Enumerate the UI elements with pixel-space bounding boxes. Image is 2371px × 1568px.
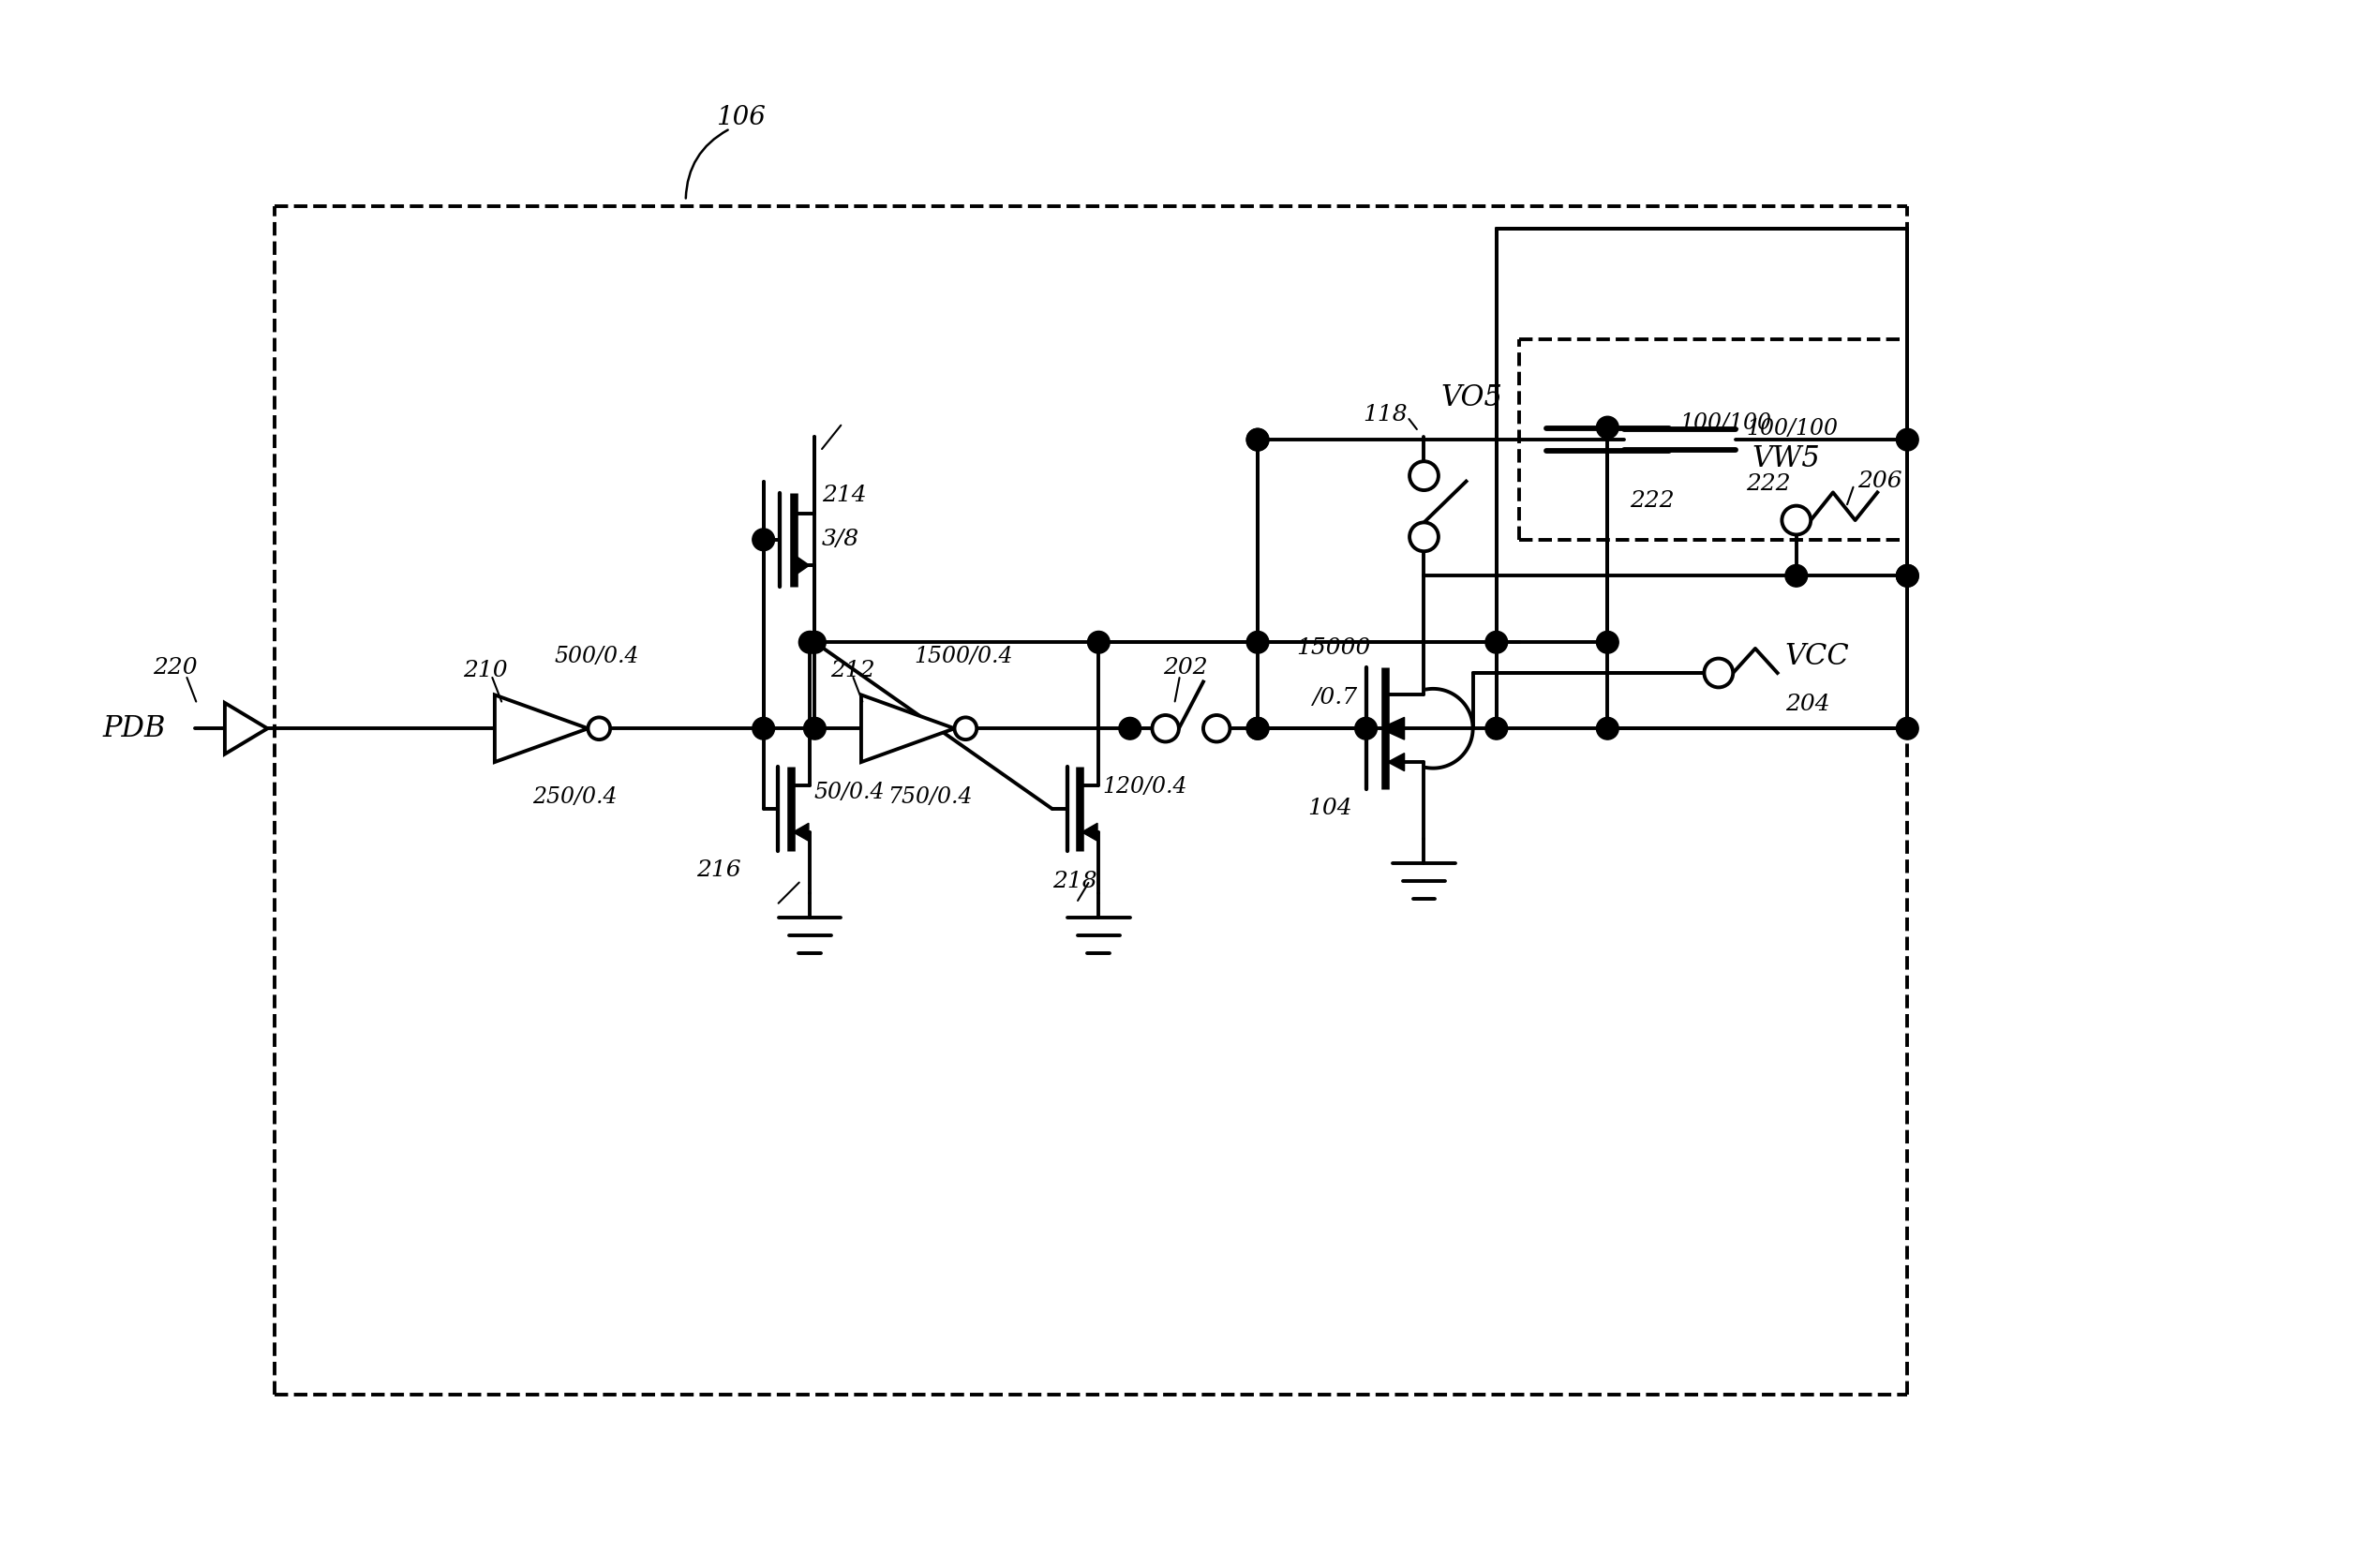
Circle shape	[1247, 428, 1268, 450]
Circle shape	[1596, 717, 1619, 740]
Circle shape	[1484, 717, 1508, 740]
Circle shape	[1705, 659, 1733, 687]
Circle shape	[799, 632, 820, 654]
Text: PDB: PDB	[102, 713, 166, 743]
Circle shape	[752, 528, 775, 550]
Circle shape	[1202, 715, 1231, 742]
Circle shape	[1783, 506, 1811, 535]
Circle shape	[804, 632, 825, 654]
Polygon shape	[225, 702, 268, 754]
Text: 50/0.4: 50/0.4	[813, 781, 884, 803]
Polygon shape	[794, 555, 809, 575]
Text: 500/0.4: 500/0.4	[555, 646, 640, 666]
Text: 750/0.4: 750/0.4	[887, 787, 972, 808]
Circle shape	[956, 717, 977, 740]
Circle shape	[588, 717, 609, 740]
Circle shape	[1897, 564, 1918, 586]
Circle shape	[1411, 461, 1439, 491]
Text: 202: 202	[1164, 657, 1207, 677]
Circle shape	[1484, 632, 1508, 654]
Text: 106: 106	[716, 105, 766, 130]
Circle shape	[1897, 564, 1918, 586]
Circle shape	[752, 717, 775, 740]
Polygon shape	[1387, 753, 1404, 771]
Text: 220: 220	[152, 657, 197, 677]
Text: 100/100: 100/100	[1747, 417, 1838, 439]
Text: 204: 204	[1785, 693, 1830, 715]
Polygon shape	[794, 823, 809, 840]
Text: VCC: VCC	[1785, 641, 1849, 671]
Circle shape	[1119, 717, 1140, 740]
Circle shape	[1596, 417, 1619, 439]
Text: 222: 222	[1629, 489, 1674, 511]
Text: 118: 118	[1363, 405, 1408, 425]
Text: VO5: VO5	[1442, 384, 1503, 412]
Polygon shape	[1380, 717, 1404, 740]
Circle shape	[1247, 428, 1268, 450]
Text: 100/100: 100/100	[1679, 412, 1771, 434]
Circle shape	[1354, 717, 1378, 740]
Text: 206: 206	[1856, 470, 1902, 492]
Circle shape	[1897, 428, 1918, 450]
Circle shape	[1152, 715, 1178, 742]
Polygon shape	[1081, 823, 1098, 840]
Text: 212: 212	[830, 660, 875, 682]
Text: 15000: 15000	[1297, 638, 1370, 659]
Circle shape	[1247, 717, 1268, 740]
Text: 210: 210	[462, 660, 507, 682]
Circle shape	[1247, 632, 1268, 654]
Text: 1500/0.4: 1500/0.4	[913, 646, 1012, 666]
Text: 216: 216	[697, 859, 742, 881]
Circle shape	[1596, 632, 1619, 654]
Circle shape	[1088, 632, 1110, 654]
Circle shape	[1247, 717, 1268, 740]
Polygon shape	[861, 695, 956, 762]
Circle shape	[804, 717, 825, 740]
Polygon shape	[496, 695, 588, 762]
Text: 214: 214	[823, 485, 865, 506]
Text: VW5: VW5	[1752, 445, 1821, 474]
Circle shape	[1785, 564, 1807, 586]
Circle shape	[1411, 522, 1439, 552]
Text: 218: 218	[1053, 870, 1098, 892]
Text: 3/8: 3/8	[823, 528, 858, 550]
Text: 250/0.4: 250/0.4	[531, 787, 616, 808]
Circle shape	[1897, 717, 1918, 740]
Text: /0.7: /0.7	[1314, 687, 1359, 709]
Text: 120/0.4: 120/0.4	[1103, 776, 1188, 798]
Text: 104: 104	[1309, 798, 1351, 818]
Text: 222: 222	[1747, 474, 1790, 495]
